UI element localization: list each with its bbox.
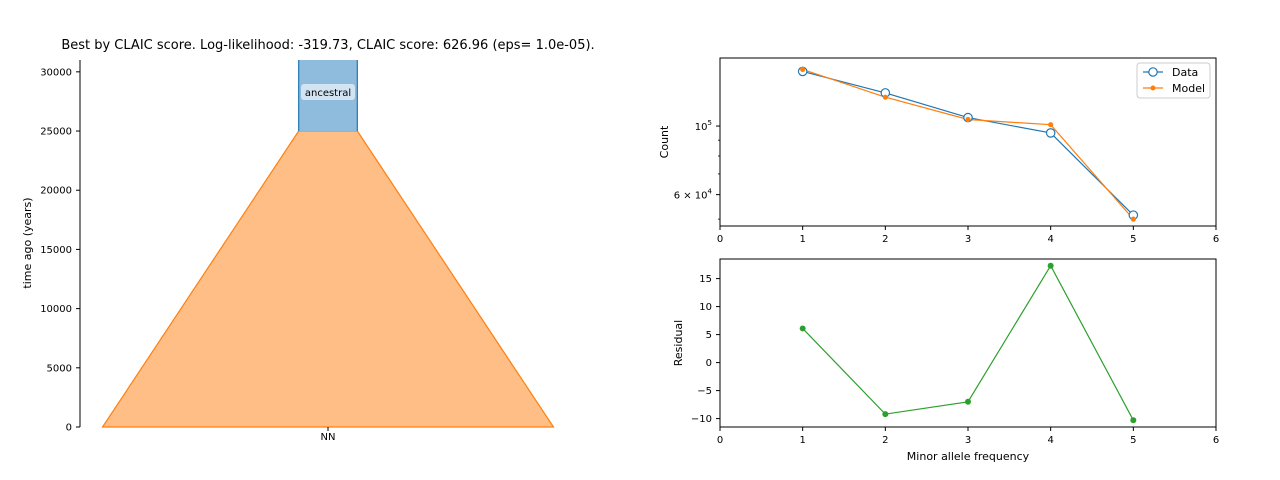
sfs-count-y-tick-label: 6 × 104	[674, 188, 713, 202]
sfs-count-y-tick-label: 105	[695, 119, 712, 133]
residual-series	[799, 262, 1137, 424]
series-line-model	[802, 68, 1134, 220]
deme-label-background	[301, 84, 355, 100]
deme-nn	[101, 130, 555, 428]
sfs-count-x-tick-label: 3	[965, 234, 971, 245]
residual-x-tick-label: 5	[1130, 435, 1136, 446]
legend-data-marker	[1148, 67, 1158, 77]
sfs-count-ticks: 0 1 2 3 4 5 6 105 6 × 104	[674, 119, 1219, 245]
demography-y-tick-label: 5000	[47, 363, 72, 374]
sfs-count-panel: 0 1 2 3 4 5 6 105 6 × 104 Count Data Model	[658, 57, 1219, 245]
demography-y-axis-label: time ago (years)	[21, 197, 34, 288]
residual-ticks: 0 1 2 3 4 5 6 −10 −5 0 5 10 15	[691, 274, 1219, 446]
residual-point	[1130, 417, 1137, 424]
model-point	[1130, 216, 1136, 222]
demography-y-tick-label: 20000	[40, 186, 72, 197]
residual-point	[799, 325, 806, 332]
series-line-residual	[802, 264, 1134, 421]
sfs-count-x-tick-label: 2	[882, 234, 888, 245]
sfs-count-x-tick-label: 4	[1047, 234, 1053, 245]
residual-point	[965, 398, 971, 405]
residual-point	[882, 411, 889, 418]
sfs-count-y-axis-label: Count	[658, 125, 671, 158]
demography-y-tick-label: 10000	[40, 304, 72, 315]
deme-label-ancestral: ancestral	[305, 88, 351, 99]
sfs-count-series	[797, 66, 1139, 222]
model-point	[1048, 122, 1054, 128]
residual-panel: 0 1 2 3 4 5 6 −10 −5 0 5 10 15 Residual Minor allele…	[672, 258, 1219, 463]
residual-x-tick-label: 6	[1213, 435, 1219, 446]
model-point	[965, 116, 971, 123]
sfs-count-x-tick-label: 1	[799, 234, 805, 245]
legend-model-label: Model	[1172, 82, 1205, 95]
sfs-count-x-tick-label: 5	[1130, 234, 1136, 245]
residual-x-tick-label: 4	[1047, 435, 1053, 446]
demography-x-tick-label: NN	[321, 432, 336, 443]
deme-shapes: ancestral	[101, 60, 555, 428]
residual-y-axis-label: Residual	[672, 320, 685, 366]
residual-y-tick-label: 5	[706, 330, 712, 341]
data-point	[1045, 128, 1056, 138]
sfs-count-x-tick-label: 0	[717, 234, 723, 245]
demography-y-ticks: 0 5000 10000 15000 20000 25000 30000	[40, 67, 329, 434]
residual-point	[1047, 262, 1054, 269]
legend-model-marker	[1150, 85, 1156, 91]
residual-x-tick-label: 0	[717, 435, 723, 446]
legend-data-label: Data	[1172, 66, 1198, 79]
residual-x-tick-label: 3	[965, 435, 971, 446]
demography-y-tick-label: 0	[66, 423, 72, 434]
demography-y-tick-label: 25000	[40, 127, 72, 138]
demography-panel: Best by CLAIC score. Log-likelihood: -31…	[21, 38, 595, 443]
legend: Data Model	[1136, 62, 1211, 99]
model-point	[882, 94, 888, 100]
demography-y-tick-label: 30000	[40, 67, 72, 78]
demography-title: Best by CLAIC score. Log-likelihood: -31…	[61, 38, 594, 53]
demography-y-tick-label: 15000	[40, 245, 72, 256]
residual-x-tick-label: 1	[799, 435, 805, 446]
residual-x-axis-label: Minor allele frequency	[907, 450, 1030, 463]
residual-y-tick-label: −10	[691, 414, 712, 425]
series-line-data	[802, 70, 1134, 216]
residual-x-tick-label: 2	[882, 435, 888, 446]
residual-y-tick-label: 0	[706, 358, 712, 369]
residual-y-tick-label: 10	[699, 302, 712, 313]
model-point	[800, 66, 806, 72]
residual-y-tick-label: 15	[699, 274, 712, 285]
sfs-count-x-tick-label: 6	[1213, 234, 1219, 245]
residual-y-tick-label: −5	[697, 386, 712, 397]
